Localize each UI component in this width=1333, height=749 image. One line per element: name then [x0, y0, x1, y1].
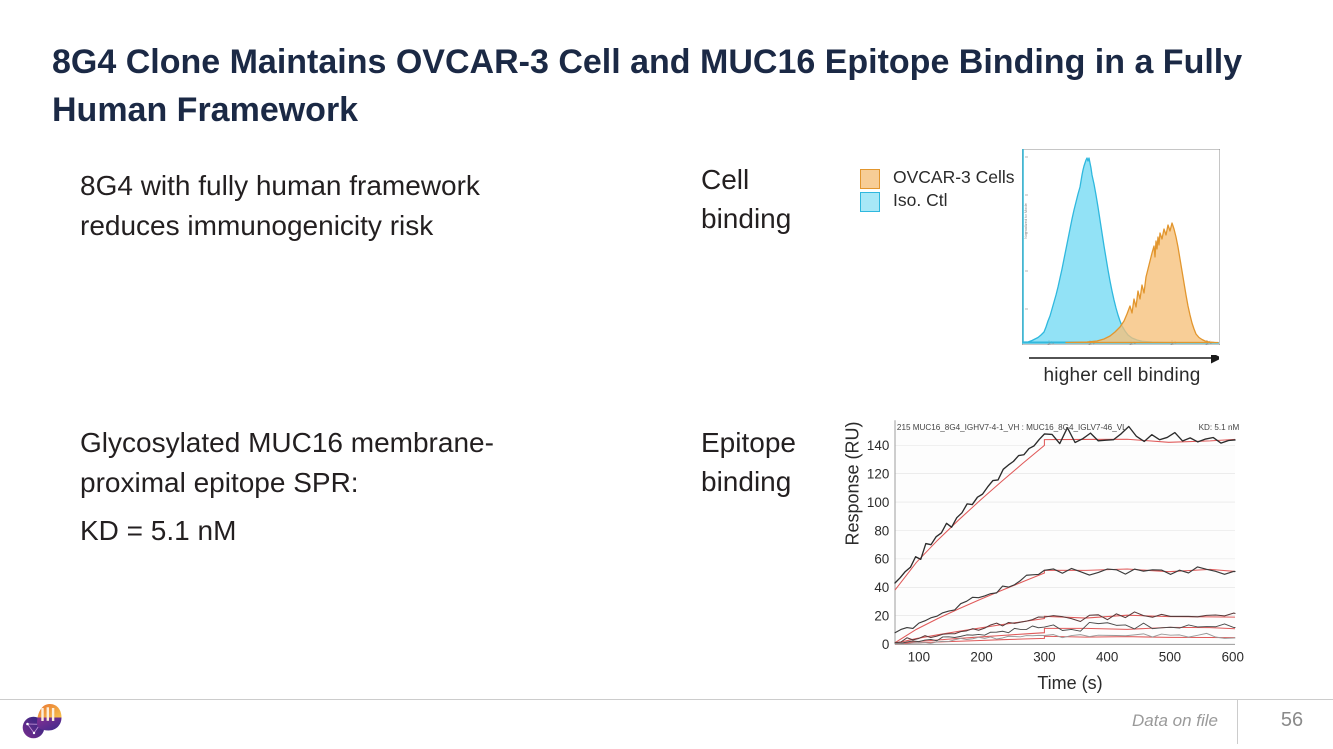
- svg-text:600: 600: [1222, 650, 1244, 665]
- svg-text:100: 100: [867, 495, 889, 510]
- svg-text:500: 500: [1159, 650, 1181, 665]
- svg-text:400: 400: [1096, 650, 1118, 665]
- svg-text:60: 60: [874, 552, 889, 567]
- svg-text:120: 120: [867, 467, 889, 482]
- svg-text:Normalized to Mode: Normalized to Mode: [1023, 202, 1028, 239]
- svg-text:140: 140: [867, 438, 889, 453]
- svg-text:200: 200: [970, 650, 992, 665]
- svg-text:215 MUC16_8G4_IGHV7-4-1_VH : M: 215 MUC16_8G4_IGHV7-4-1_VH : MUC16_8G4_I…: [897, 423, 1127, 432]
- svg-text:300: 300: [1033, 650, 1055, 665]
- svg-text:20: 20: [874, 608, 889, 623]
- svg-text:100: 100: [908, 650, 930, 665]
- svg-text:40: 40: [874, 580, 889, 595]
- svg-text:0: 0: [882, 637, 889, 652]
- svg-text:KD: 5.1 nM: KD: 5.1 nM: [1199, 423, 1240, 432]
- svg-text:80: 80: [874, 523, 889, 538]
